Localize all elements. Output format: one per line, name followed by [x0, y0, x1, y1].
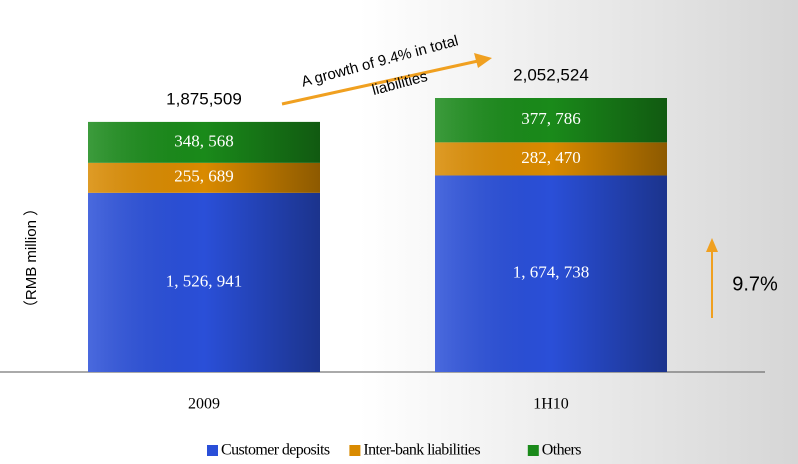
legend-swatch — [349, 445, 361, 456]
legend-label: Others — [542, 442, 581, 459]
value-label: 255, 689 — [174, 167, 234, 186]
legend-swatch — [207, 445, 218, 456]
value-label: 1, 674, 738 — [513, 263, 590, 282]
bar-shade — [435, 142, 667, 176]
value-label: 377, 786 — [521, 109, 581, 128]
legend-label: Inter-bank liabilities — [363, 442, 480, 459]
bar-shade — [88, 192, 320, 372]
total-label: 2,052,524 — [513, 65, 589, 84]
total-label: 1,875,509 — [166, 89, 242, 108]
x-tick-label: 1H10 — [533, 396, 569, 413]
bar-shade — [435, 175, 667, 372]
legend-swatch — [527, 445, 539, 456]
growth-arrow — [281, 59, 479, 106]
value-label: 1, 526, 941 — [166, 271, 243, 290]
y-axis-label: （RMB million ） — [23, 201, 40, 315]
deposit-arrowhead — [706, 238, 718, 252]
growth-arrowhead — [474, 53, 492, 68]
deposit-growth: 9.7% — [732, 273, 778, 295]
bar-shade — [435, 98, 667, 143]
value-label: 348, 568 — [174, 131, 234, 150]
bar-shade — [88, 121, 320, 163]
legend-label: Customer deposits — [221, 442, 330, 459]
x-tick-label: 2009 — [188, 396, 220, 413]
bar-shade — [88, 162, 320, 193]
value-label: 282, 470 — [521, 148, 581, 167]
